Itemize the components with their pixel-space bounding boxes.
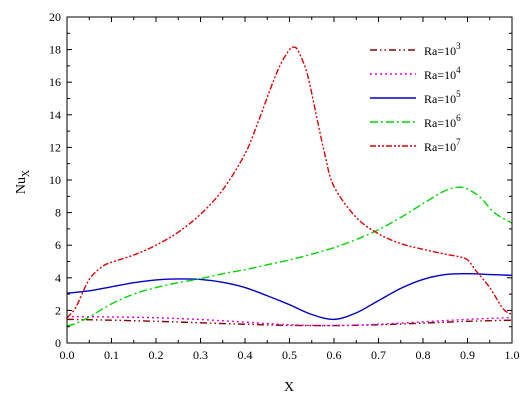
y-tick-label: 20 xyxy=(49,10,61,24)
legend-label-exponent: 4 xyxy=(456,65,461,75)
legend-label-exponent: 3 xyxy=(456,41,461,51)
y-tick-label: 16 xyxy=(49,75,61,89)
x-tick-label: 0.4 xyxy=(238,348,253,362)
series-line-ra-10-7 xyxy=(66,46,513,319)
legend-entry-ra-10-6: Ra=106 xyxy=(424,113,461,130)
legend-label-exponent: 6 xyxy=(456,113,461,123)
x-tick-label: 0.8 xyxy=(416,348,431,362)
x-tick-label: 1.0 xyxy=(505,348,520,362)
y-tick-label: 8 xyxy=(55,206,61,220)
series-line-ra-10-5 xyxy=(66,273,513,321)
y-tick-label: 18 xyxy=(49,43,61,57)
y-tick-label: 14 xyxy=(49,108,61,122)
legend-entry-ra-10-7: Ra=107 xyxy=(424,137,461,154)
y-tick-label: 6 xyxy=(55,238,61,252)
x-tick-label: 0.2 xyxy=(149,348,164,362)
legend-label-base: Ra=10 xyxy=(424,92,456,106)
legend-entry-ra-10-5: Ra=105 xyxy=(424,89,461,106)
y-tick-label: 2 xyxy=(55,303,61,317)
y-tick-label: 0 xyxy=(55,336,61,350)
y-tick-label: 4 xyxy=(55,271,61,285)
legend-label-base: Ra=10 xyxy=(424,116,456,130)
y-axis-label: NuX xyxy=(14,169,32,194)
legend-label-exponent: 5 xyxy=(456,89,461,99)
axis-ticks: 0.0 0.1 0.2 0.3 0.4 0.5 0.6 0.7 0.8 0.9 1.0 0 2 4 6 8 10… xyxy=(49,10,520,362)
series-line-ra-10-6 xyxy=(66,186,513,327)
legend-label-base: Ra=10 xyxy=(424,44,456,58)
x-tick-label: 0.1 xyxy=(104,348,119,362)
legend-entry-ra-10-3: Ra=103 xyxy=(424,41,461,58)
x-axis-label: X xyxy=(284,380,294,395)
legend-label-base: Ra=10 xyxy=(424,68,456,82)
plot-area-frame xyxy=(66,16,513,344)
legend-entry-ra-10-4: Ra=104 xyxy=(424,65,461,82)
series-line-ra-10-4 xyxy=(66,315,513,327)
y-axis-label-base: Nu xyxy=(14,177,29,194)
legend-label-base: Ra=10 xyxy=(424,140,456,154)
series-layer xyxy=(66,46,513,327)
series-line-ra-10-3 xyxy=(66,318,513,327)
legend-label-exponent: 7 xyxy=(456,137,461,147)
x-tick-label: 0.9 xyxy=(460,348,475,362)
x-tick-label: 0.3 xyxy=(193,348,208,362)
x-tick-label: 0.7 xyxy=(371,348,386,362)
y-tick-label: 10 xyxy=(49,173,61,187)
y-tick-label: 12 xyxy=(49,140,61,154)
x-tick-label: 0.6 xyxy=(327,348,342,362)
x-tick-label: 0.5 xyxy=(282,348,297,362)
y-axis-label-sub: X xyxy=(21,169,32,177)
x-tick-label: 0.0 xyxy=(60,348,75,362)
